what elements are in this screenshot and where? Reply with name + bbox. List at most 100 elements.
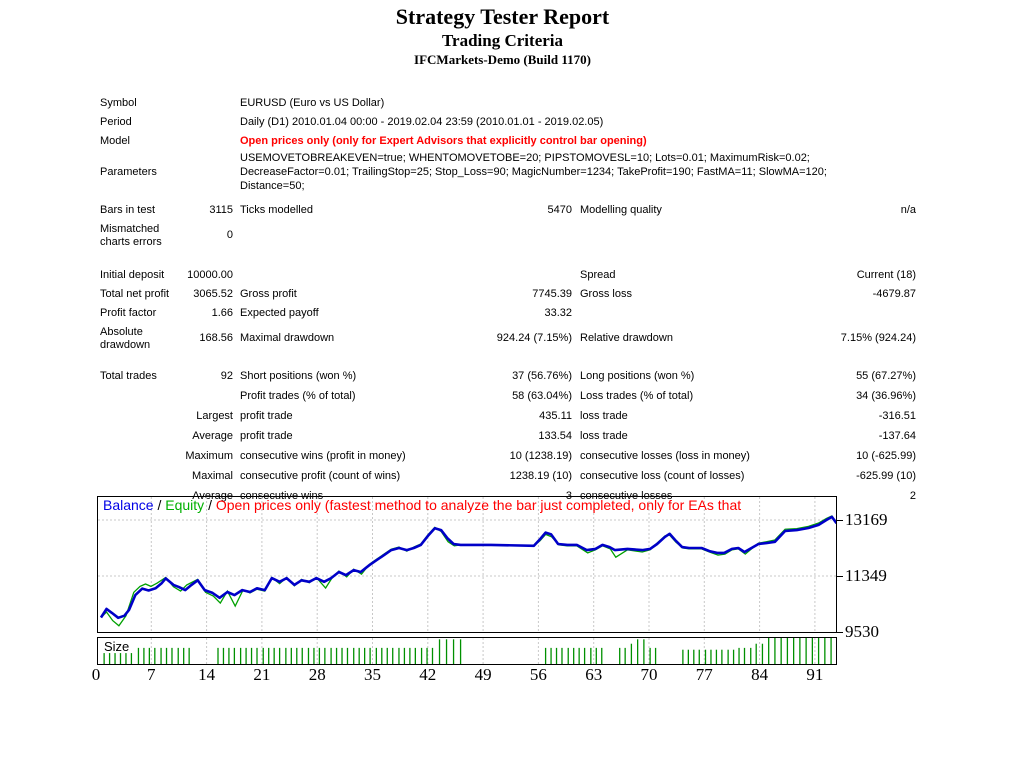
report-value: 92	[220, 369, 233, 382]
report-value: Daily (D1) 2010.01.04 00:00 - 2019.02.04…	[240, 116, 604, 128]
report-label: consecutive loss (count of losses)	[580, 469, 745, 482]
report-label: Maximal drawdown	[240, 332, 335, 344]
report-label: Initial deposit	[100, 269, 165, 281]
report-label: Modelling quality	[580, 204, 662, 216]
x-axis-label: 49	[474, 665, 492, 684]
equity-line	[100, 515, 836, 627]
report-label: Expected payoff	[240, 307, 319, 319]
report-value: 7.15% (924.24)	[840, 332, 916, 344]
report-row: Maximum consecutive wins (profit in money…	[100, 446, 916, 466]
x-axis-label: 14	[198, 665, 216, 684]
legend-separator: /	[204, 497, 216, 513]
trade-size-panel: Size	[97, 637, 837, 665]
report-row: Period Daily (D1) 2010.01.04 00:00 - 2019…	[100, 113, 916, 132]
report-label: Relative drawdown	[580, 332, 673, 344]
x-axis-label: 56	[529, 665, 547, 684]
report-label: consecutive wins (profit in money)	[240, 449, 406, 462]
y-axis-label: 11349	[845, 566, 887, 585]
report-value: Maximum	[185, 449, 233, 462]
report-row: Absolute drawdown 168.56 Maximal drawdown 9…	[100, 323, 916, 354]
page-title: Strategy Tester Report	[395, 4, 610, 29]
x-axis-label: 91	[806, 665, 824, 684]
report-value: 2	[909, 489, 916, 502]
report-label: Mismatched charts errors	[100, 222, 162, 248]
chart-legend: Balance / Equity / Open prices only (fas…	[103, 497, 832, 514]
report-value: 10 (1238.19)	[509, 449, 572, 462]
report-label: Absolute drawdown	[100, 325, 151, 351]
report-value: 3	[565, 489, 572, 502]
section-gap	[100, 193, 916, 201]
y-axis-tick	[837, 632, 843, 633]
report-label: Loss trades (% of total)	[580, 389, 694, 402]
report-value: 435.11	[539, 409, 572, 422]
report-row: Initial deposit 10000.00 Spread Current (18…	[100, 266, 916, 285]
report-row: Mismatched charts errors 0	[100, 220, 916, 251]
legend-model-note: Open prices only (fastest method to anal…	[215, 497, 742, 513]
report-value: 10 (-625.99)	[856, 449, 916, 462]
report-label: profit trade	[240, 429, 293, 442]
report-label: Parameters	[100, 165, 157, 178]
report-value: Open prices only (only for Expert Adviso…	[240, 135, 647, 147]
size-panel-label: Size	[104, 639, 130, 654]
report-label: Long positions (won %)	[580, 369, 695, 382]
report-row: Average profit trade 133.54 loss trade -137.…	[100, 426, 916, 446]
report-label: Profit trades (% of total)	[240, 389, 356, 402]
x-axis-label: 42	[419, 665, 437, 684]
report-value: 133.54	[538, 429, 572, 442]
report-label: Gross profit	[240, 288, 297, 300]
report-label: Symbol	[100, 97, 137, 109]
balance-line	[99, 515, 836, 620]
report-value: 37 (56.76%)	[512, 369, 572, 382]
report-stats-table: Symbol EURUSD (Euro vs US Dollar) Period Da…	[100, 94, 916, 506]
report-value: 55 (67.27%)	[856, 369, 916, 382]
report-label: consecutive wins	[240, 489, 324, 502]
y-axis-tick	[837, 520, 843, 521]
x-axis-label: 35	[364, 665, 381, 684]
legend-separator: /	[153, 497, 166, 513]
x-axis-label: 28	[308, 665, 326, 684]
x-axis-label: 63	[585, 665, 603, 684]
section-gap	[100, 251, 916, 266]
report-value: EURUSD (Euro vs US Dollar)	[240, 97, 385, 109]
report-value: 168.56	[199, 332, 233, 344]
report-value: 1238.19 (10)	[509, 469, 572, 482]
report-value: Average	[192, 489, 233, 502]
report-value: Largest	[196, 409, 233, 422]
balance-chart: Balance / Equity / Open prices only (fas…	[97, 496, 837, 633]
trade-size-svg	[103, 638, 832, 664]
report-server-build: IFCMarkets-Demo (Build 1170)	[414, 52, 591, 67]
report-value: 1.66	[211, 307, 233, 319]
report-value: n/a	[900, 204, 916, 216]
report-value: 10000.00	[187, 269, 233, 281]
report-value: 58 (63.04%)	[512, 389, 572, 402]
y-axis-tick	[837, 576, 843, 577]
report-row: Profit trades (% of total) 58 (63.04%) Los…	[100, 386, 916, 406]
report-label: Profit factor	[100, 307, 157, 319]
report-row: Total trades 92 Short positions (won %) 37 …	[100, 366, 916, 386]
report-value: 34 (36.96%)	[856, 389, 916, 402]
report-value: Average	[192, 429, 233, 442]
report-label: Gross loss	[580, 288, 632, 300]
x-axis-label: 84	[751, 665, 769, 684]
x-axis-label: 70	[640, 665, 658, 684]
report-label: loss trade	[580, 429, 628, 442]
report-value: Current (18)	[856, 269, 916, 281]
report-label: Total net profit	[100, 288, 170, 300]
report-label: Period	[100, 116, 132, 128]
x-axis-label: 0	[91, 665, 101, 684]
report-row: Total net profit 3065.52 Gross profit 7745.…	[100, 285, 916, 304]
report-label: Model	[100, 135, 130, 147]
x-axis-label: 21	[253, 665, 271, 684]
x-axis-label: 7	[147, 665, 156, 684]
report-row: Parameters USEMOVETOBREAKEVEN=true; WHENT…	[100, 151, 916, 193]
report-value: 924.24 (7.15%)	[496, 332, 572, 344]
legend-equity: Equity	[165, 497, 205, 513]
report-row: Bars in test 3115 Ticks modelled 5470 Modell…	[100, 201, 916, 220]
report-value: 3115	[209, 204, 233, 216]
report-row: Symbol EURUSD (Euro vs US Dollar)	[100, 94, 916, 113]
report-value: 7745.39	[532, 288, 572, 300]
report-label: consecutive losses (loss in money)	[580, 449, 750, 462]
report-value: Maximal	[192, 469, 233, 482]
report-label: Total trades	[100, 369, 157, 382]
legend-balance: Balance	[103, 497, 154, 513]
